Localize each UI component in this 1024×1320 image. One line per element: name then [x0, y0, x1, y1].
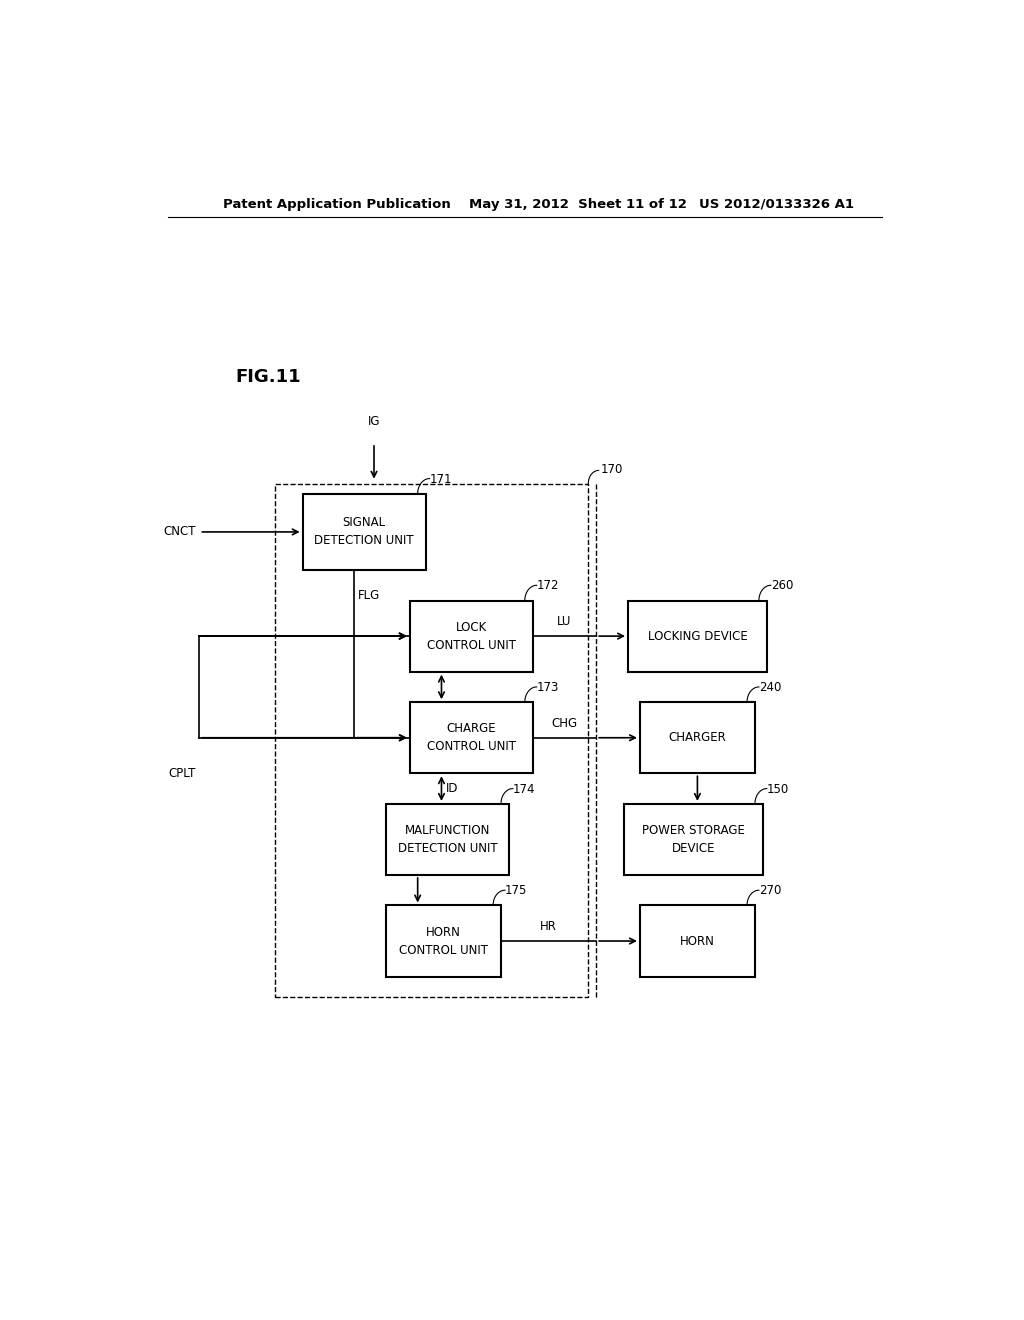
Text: FLG: FLG	[358, 589, 380, 602]
Text: US 2012/0133326 A1: US 2012/0133326 A1	[699, 198, 854, 211]
Text: CHARGER: CHARGER	[669, 731, 726, 744]
Text: 270: 270	[759, 884, 781, 898]
Text: FIG.11: FIG.11	[236, 368, 301, 385]
Text: POWER STORAGE
DEVICE: POWER STORAGE DEVICE	[642, 824, 744, 855]
Bar	[303, 494, 426, 570]
Bar	[386, 906, 501, 977]
Text: 175: 175	[505, 884, 527, 898]
Text: 150: 150	[767, 783, 790, 796]
Text: CPLT: CPLT	[168, 767, 196, 780]
Text: 240: 240	[759, 681, 781, 694]
Bar	[624, 804, 763, 875]
Text: CHARGE
CONTROL UNIT: CHARGE CONTROL UNIT	[427, 722, 516, 754]
Text: CHG: CHG	[551, 717, 578, 730]
Text: SIGNAL
DETECTION UNIT: SIGNAL DETECTION UNIT	[314, 516, 414, 548]
Bar	[410, 601, 532, 672]
Text: 173: 173	[537, 681, 559, 694]
Text: LOCKING DEVICE: LOCKING DEVICE	[647, 630, 748, 643]
Text: MALFUNCTION
DETECTION UNIT: MALFUNCTION DETECTION UNIT	[397, 824, 498, 855]
Text: CNCT: CNCT	[163, 525, 196, 539]
Bar	[628, 601, 767, 672]
Text: HORN: HORN	[680, 935, 715, 948]
Text: 174: 174	[513, 783, 536, 796]
Text: HORN
CONTROL UNIT: HORN CONTROL UNIT	[399, 925, 488, 957]
Text: ID: ID	[445, 781, 458, 795]
Bar	[410, 702, 532, 774]
Text: LU: LU	[557, 615, 571, 628]
Text: LOCK
CONTROL UNIT: LOCK CONTROL UNIT	[427, 620, 516, 652]
Text: IG: IG	[368, 414, 380, 428]
Text: May 31, 2012  Sheet 11 of 12: May 31, 2012 Sheet 11 of 12	[469, 198, 687, 211]
Text: 170: 170	[600, 462, 623, 475]
Bar	[640, 702, 755, 774]
Bar	[274, 483, 589, 997]
Bar	[640, 906, 755, 977]
Text: 171: 171	[430, 473, 452, 486]
Text: 172: 172	[537, 579, 559, 593]
Text: 260: 260	[771, 579, 794, 593]
Text: Patent Application Publication: Patent Application Publication	[223, 198, 451, 211]
Bar	[386, 804, 509, 875]
Text: HR: HR	[541, 920, 557, 933]
